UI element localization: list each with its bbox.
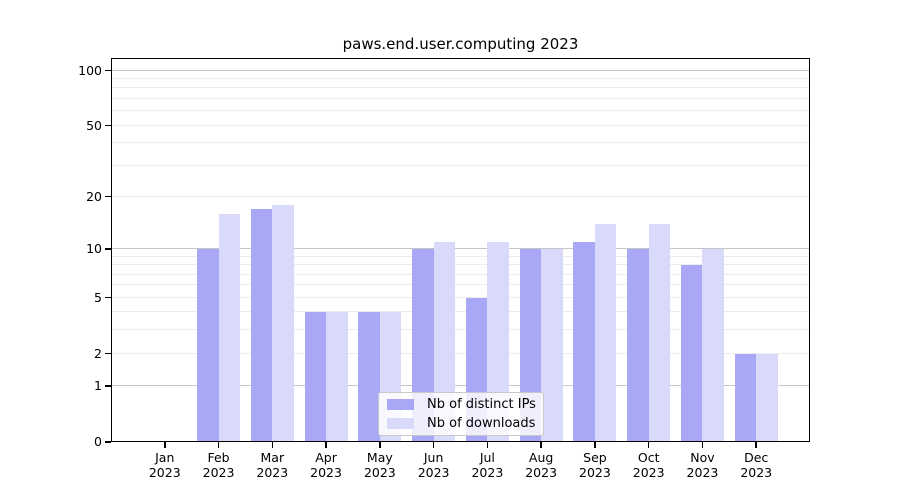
gridline-minor (111, 124, 810, 126)
bar-distinct-ips-may (358, 312, 380, 442)
x-tick (217, 442, 220, 448)
y-tick-label: 20 (86, 188, 102, 204)
x-tick (271, 442, 274, 448)
gridline-minor (111, 195, 810, 197)
gridline-minor (111, 352, 810, 354)
legend-label-distinct-ips: Nb of distinct IPs (427, 397, 536, 413)
gridline-minor (111, 264, 810, 266)
bar-downloads-apr (326, 312, 348, 442)
gridline-minor (111, 273, 810, 275)
gridline-minor (111, 164, 810, 166)
x-tick-label: Nov 2023 (686, 450, 719, 480)
x-tick-label: Dec 2023 (740, 450, 773, 480)
gridline-minor (111, 77, 810, 79)
x-tick-label: Oct 2023 (632, 450, 665, 480)
y-tick-label: 5 (94, 289, 102, 305)
legend-item-distinct-ips: Nb of distinct IPs (387, 396, 536, 414)
x-tick (379, 442, 381, 448)
legend-label-downloads: Nb of downloads (427, 415, 536, 431)
y-tick (105, 441, 111, 443)
gridline-major (111, 385, 810, 387)
bar-downloads-oct (648, 224, 671, 442)
legend-swatch-downloads (387, 417, 414, 429)
gridline-minor (111, 329, 810, 331)
x-tick (325, 442, 327, 448)
gridline-major (111, 69, 810, 71)
x-tick (701, 442, 704, 448)
gridline-minor (111, 87, 810, 89)
x-tick-label: Aug 2023 (525, 450, 558, 480)
bar-distinct-ips-mar (250, 209, 273, 442)
x-tick (486, 442, 489, 448)
bar-downloads-mar (272, 205, 294, 442)
bar-distinct-ips-apr (304, 312, 327, 442)
gridline-minor (111, 255, 810, 257)
x-tick-label: Jun 2023 (417, 450, 450, 480)
gridline-minor (111, 311, 810, 313)
y-tick (105, 352, 111, 355)
bar-downloads-sep (594, 224, 617, 442)
gridline-minor (111, 142, 810, 144)
x-tick-label: Mar 2023 (256, 450, 289, 480)
y-tick-label: 2 (94, 345, 102, 361)
y-tick (105, 296, 111, 299)
gridline-minor (111, 284, 810, 286)
y-tick-label: 1 (94, 378, 102, 394)
y-tick (105, 69, 111, 72)
chart-title: paws.end.user.computing 2023 (342, 35, 579, 53)
x-tick-label: Sep 2023 (579, 450, 611, 480)
legend-item-downloads: Nb of downloads (387, 414, 535, 432)
bar-distinct-ips-dec (734, 353, 757, 442)
legend-swatch-distinct-ips (387, 399, 414, 411)
bar-distinct-ips-feb (197, 249, 219, 442)
y-tick-label: 10 (86, 240, 102, 256)
y-tick-label: 50 (86, 117, 102, 133)
x-tick (540, 442, 542, 448)
gridline-minor (111, 110, 810, 112)
y-tick (105, 124, 111, 127)
x-tick-label: May 2023 (363, 450, 396, 480)
y-tick (105, 385, 111, 387)
bar-downloads-feb (218, 213, 241, 442)
y-tick-label: 100 (78, 62, 102, 78)
bar-distinct-ips-sep (573, 242, 595, 442)
x-tick (432, 442, 435, 448)
x-tick-label: Jul 2023 (471, 450, 504, 480)
bar-distinct-ips-nov (680, 265, 703, 442)
plot-area: Nb of distinct IPs Nb of downloads (105, 58, 810, 448)
bar-downloads-dec (756, 353, 778, 442)
y-tick (105, 248, 111, 250)
bar-distinct-ips-oct (627, 249, 649, 442)
x-tick (647, 442, 650, 448)
gridline-minor (111, 97, 810, 99)
x-tick-label: Feb 2023 (202, 450, 235, 480)
gridline-minor (111, 296, 810, 298)
gridline-major (111, 248, 810, 249)
y-tick (105, 195, 111, 198)
x-tick (594, 442, 596, 448)
x-tick (755, 442, 757, 448)
x-tick-label: Jan 2023 (148, 450, 181, 480)
x-tick (164, 442, 166, 448)
bar-downloads-nov (702, 249, 724, 442)
bar-downloads-aug (541, 249, 563, 442)
legend: Nb of distinct IPs Nb of downloads (378, 392, 544, 436)
y-tick-label: 0 (94, 434, 102, 449)
x-tick-label: Apr 2023 (310, 450, 342, 480)
